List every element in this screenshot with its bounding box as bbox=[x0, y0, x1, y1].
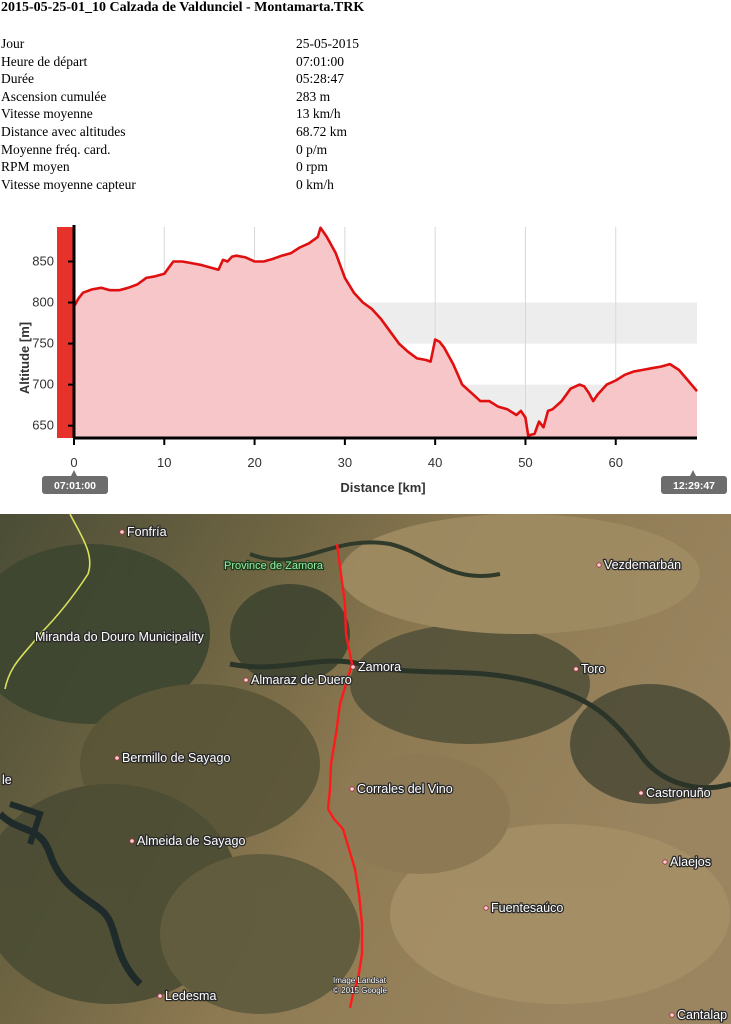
place-marker-icon[interactable] bbox=[243, 677, 249, 683]
place-marker-icon[interactable] bbox=[638, 790, 644, 796]
map-label[interactable]: Zamora bbox=[357, 659, 403, 676]
altitude-gradient-bar bbox=[57, 227, 74, 438]
stat-row-distance: Distance avec altitudes 68.72 km bbox=[1, 123, 421, 141]
stat-label: Vitesse moyenne bbox=[1, 106, 93, 122]
stat-label: Ascension cumulée bbox=[1, 88, 107, 104]
y-tick-label: 800 bbox=[32, 295, 54, 310]
map-label[interactable]: Almaraz de Duero bbox=[250, 672, 353, 689]
stat-label: Distance avec altitudes bbox=[1, 123, 126, 139]
terrain-patches bbox=[0, 514, 730, 1014]
x-tick-label: 10 bbox=[157, 455, 171, 470]
map-label[interactable]: Fuentesaúco bbox=[490, 900, 565, 917]
stat-value: 283 m bbox=[296, 88, 331, 104]
stat-value: 25-05-2015 bbox=[296, 36, 359, 51]
y-axis-title: Altitude [m] bbox=[17, 322, 32, 394]
map-label[interactable]: Miranda do Douro Municipality bbox=[34, 629, 206, 646]
rivers bbox=[0, 540, 731, 987]
stat-row-heart-rate: Moyenne fréq. card. 0 p/m bbox=[1, 141, 421, 159]
border-line bbox=[4, 514, 91, 690]
map-label[interactable]: Almeida de Sayago bbox=[136, 833, 247, 850]
place-marker-icon[interactable] bbox=[662, 859, 668, 865]
map-credit-line2: © 2015 Google bbox=[333, 986, 387, 995]
y-tick-label: 700 bbox=[32, 377, 54, 392]
map-label[interactable]: le bbox=[1, 772, 13, 789]
stat-label: Moyenne fréq. card. bbox=[1, 141, 111, 157]
map-credit-line1: Image Landsat bbox=[333, 976, 387, 985]
map-label[interactable]: Ledesma bbox=[164, 988, 218, 1005]
place-marker-icon[interactable] bbox=[157, 993, 163, 999]
x-axis-title: Distance [km] bbox=[340, 480, 425, 495]
stat-label: Heure de départ bbox=[1, 53, 88, 69]
stat-label: RPM moyen bbox=[1, 159, 70, 175]
stats-table: Jour 25-05-2015 Heure de départ 07:01:00… bbox=[1, 35, 421, 193]
x-tick-label: 50 bbox=[518, 455, 532, 470]
map-label[interactable]: Alaejos bbox=[669, 854, 713, 871]
altitude-area bbox=[74, 227, 697, 438]
stat-row-duration: Durée 05:28:47 bbox=[1, 70, 421, 88]
altitude-profile-chart: 650 700 750 800 850 0 10 20 30 40 50 60 Altitude [… bbox=[0, 218, 731, 498]
route-track bbox=[326, 543, 364, 1009]
stat-row-avg-speed: Vitesse moyenne 13 km/h bbox=[1, 105, 421, 123]
stat-label: Vitesse moyenne capteur bbox=[1, 176, 136, 192]
x-tick-label: 60 bbox=[609, 455, 623, 470]
stat-row-start-time: Heure de départ 07:01:00 bbox=[1, 53, 421, 71]
place-marker-icon[interactable] bbox=[573, 666, 579, 672]
stat-value: 68.72 km bbox=[296, 123, 348, 139]
map-label[interactable]: Bermillo de Sayago bbox=[121, 750, 232, 767]
satellite-map[interactable]: Fonfría Province de Zamora Vezdemarbán Mira… bbox=[0, 514, 731, 1024]
x-tick-label: 20 bbox=[247, 455, 261, 470]
y-tick-label: 850 bbox=[32, 253, 54, 268]
end-time-text: 12:29:47 bbox=[673, 480, 715, 492]
map-label[interactable]: Castronuño bbox=[645, 785, 712, 802]
y-tick-label: 750 bbox=[32, 336, 54, 351]
stat-value: 0 rpm bbox=[296, 159, 328, 175]
map-label[interactable]: Corrales del Vino bbox=[356, 781, 454, 798]
stat-row-sensor-speed: Vitesse moyenne capteur 0 km/h bbox=[1, 176, 421, 194]
stat-row-day: Jour 25-05-2015 bbox=[1, 35, 421, 53]
place-marker-icon[interactable] bbox=[119, 529, 125, 535]
place-marker-icon[interactable] bbox=[669, 1012, 675, 1018]
stat-label: Durée bbox=[1, 71, 34, 87]
map-label[interactable]: Cantalap bbox=[676, 1007, 729, 1024]
place-marker-icon[interactable] bbox=[349, 786, 355, 792]
stat-row-ascent: Ascension cumulée 283 m bbox=[1, 88, 421, 106]
y-tick-label: 650 bbox=[32, 418, 54, 433]
map-label[interactable]: Vezdemarbán bbox=[603, 557, 683, 574]
start-time-badge: 07:01:00 bbox=[42, 470, 108, 494]
altitude-line bbox=[72, 226, 698, 437]
place-marker-icon[interactable] bbox=[483, 905, 489, 911]
stat-label: Jour bbox=[1, 36, 25, 51]
map-label[interactable]: Toro bbox=[580, 661, 607, 678]
place-marker-icon[interactable] bbox=[596, 562, 602, 568]
x-tick-label: 40 bbox=[428, 455, 442, 470]
map-label[interactable]: Province de Zamora bbox=[223, 559, 326, 574]
place-marker-icon[interactable] bbox=[350, 664, 356, 670]
stat-value: 0 km/h bbox=[296, 176, 334, 192]
stat-value: 07:01:00 bbox=[296, 53, 345, 69]
stat-value: 13 km/h bbox=[296, 106, 341, 122]
track-title: 2015-05-25-01_10 Calzada de Valdunciel -… bbox=[1, 0, 365, 15]
stat-value: 05:28:47 bbox=[296, 71, 345, 87]
start-time-text: 07:01:00 bbox=[54, 480, 96, 492]
place-marker-icon[interactable] bbox=[114, 755, 120, 761]
place-marker-icon[interactable] bbox=[129, 838, 135, 844]
x-tick-label: 30 bbox=[338, 455, 352, 470]
map-label[interactable]: Fonfría bbox=[126, 524, 168, 541]
stat-value: 0 p/m bbox=[296, 141, 328, 157]
x-tick-label: 0 bbox=[70, 455, 77, 470]
end-time-badge: 12:29:47 bbox=[661, 470, 727, 494]
stat-row-rpm: RPM moyen 0 rpm bbox=[1, 158, 421, 176]
